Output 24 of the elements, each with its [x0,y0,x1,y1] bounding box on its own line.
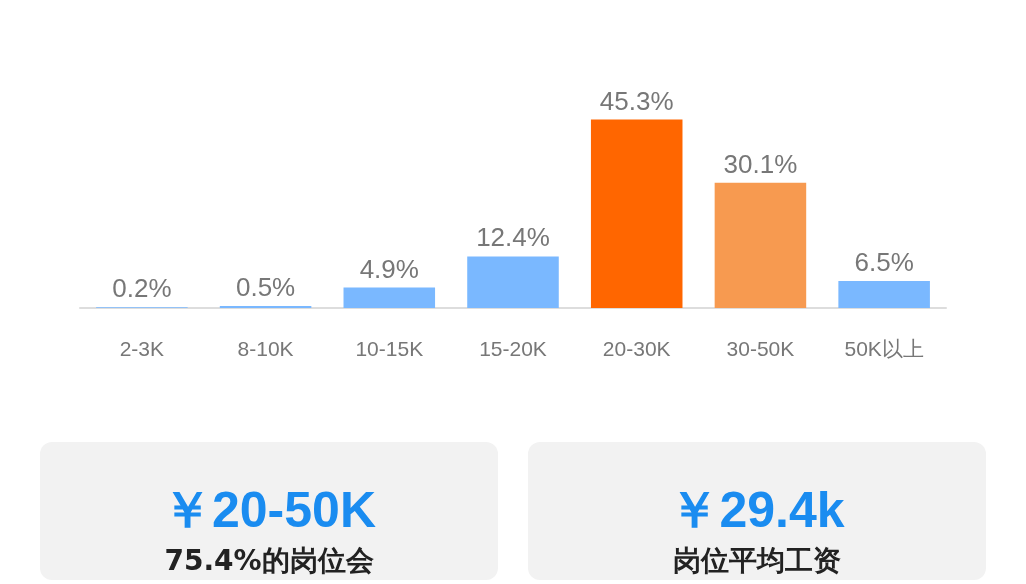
bar [590,119,683,308]
data-label: 4.9% [359,253,419,284]
data-label: 30.1% [723,148,798,179]
text: 75.4%的岗位会 [163,544,375,578]
text: ￥20-50K [161,482,377,538]
x-tick-label: 10-15K [355,337,424,360]
data-label: 6.5% [854,246,914,277]
bar [714,182,807,308]
x-tick-label: 30-50K [726,337,795,360]
data-label: 12.4% [476,222,550,253]
x-tick-label: 20-30K [602,337,671,360]
x-tick-label: 50K以上 [844,337,924,360]
text: ￥29.4k [668,482,846,538]
x-tick-label: 8-10K [237,337,294,360]
data-label: 0.2% [112,273,172,304]
bar [467,256,559,308]
text: 岗位平均工资 [672,544,842,578]
x-tick-label: 15-20K [479,337,547,360]
data-label: 0.5% [235,271,296,302]
x-tick-label: 2-3K [119,337,165,360]
bar [343,287,436,308]
bar [838,280,930,308]
data-label: 45.3% [599,85,674,116]
bar [219,305,312,308]
